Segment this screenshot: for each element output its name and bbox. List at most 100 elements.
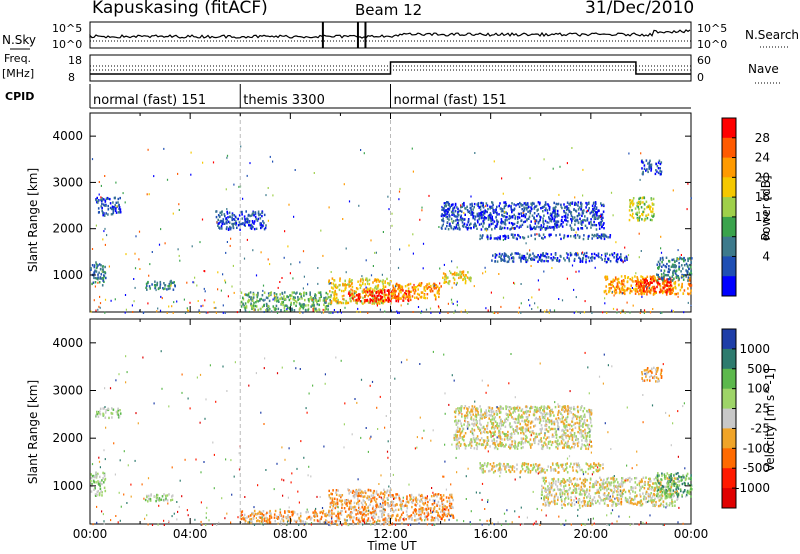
velocity-cell [344,499,346,502]
power-cell [681,275,683,278]
velocity-cell [361,511,364,514]
power-cell [657,281,660,284]
power-cell [286,309,288,312]
power-cell [378,291,380,294]
velocity-cell [268,518,271,521]
velocity-cell [253,514,255,518]
velocity-cell [419,510,422,513]
power-cell [531,227,533,231]
power-cell [643,312,645,314]
power-cell [225,217,227,220]
velocity-cell [116,412,119,416]
power-cell [94,269,97,273]
noise-trace [89,22,691,48]
power-cell [398,289,401,293]
velocity-cell [331,501,333,505]
power-cell [579,259,582,263]
power-cell [682,278,685,281]
power-cell [246,174,248,177]
power-cell [501,214,504,217]
power-cell [449,270,451,273]
power-cell [333,291,335,294]
velocity-cell [103,473,106,477]
velocity-cell [96,493,98,497]
power-cell [591,204,594,207]
power-cell [447,207,450,211]
power-cell [199,312,201,314]
velocity-cell [418,513,420,517]
velocity-cell [506,405,509,409]
power-cell [677,258,679,260]
power-cell [568,258,570,261]
power-cell [314,310,317,313]
velocity-cell [413,509,416,512]
power-cell [587,237,589,240]
power-cell [645,285,647,288]
velocity-cell [338,494,341,497]
velocity-cell [350,516,353,519]
power-cell [525,206,527,209]
power-cell [438,295,440,299]
power-cell [95,224,97,227]
power-cell [345,286,347,289]
velocity-cell [281,517,283,521]
power-cell [307,308,309,312]
power-cell [609,236,611,239]
power-cell [283,295,285,298]
velocity-cell [357,498,359,501]
power-cell [482,225,484,228]
power-cell [522,212,524,214]
power-cell [582,194,584,197]
velocity-cell [90,490,93,493]
power-cell [543,270,545,273]
power-cell [594,216,597,219]
power-cell [655,279,658,283]
power-cell [528,256,530,259]
power-cell [350,296,353,300]
power-cell [643,277,645,281]
velocity-cell [329,510,331,513]
velocity-cell [362,499,365,502]
power-cell [683,289,686,292]
velocity-cell [579,408,582,411]
velocity-cell [391,500,394,503]
power-cell [652,285,654,289]
power-cell [566,216,569,219]
power-cell [319,297,321,300]
power-cell [105,197,108,201]
power-cell [102,203,105,206]
power-cell [254,308,256,311]
velocity-cell [331,492,333,496]
velocity-cell [330,516,333,519]
velocity-cell [455,421,458,424]
power-cell [388,283,391,287]
power-cell [575,252,577,256]
velocity-cell [421,509,424,512]
power-cell [164,287,166,290]
power-cell [595,213,597,216]
power-cell [525,242,527,245]
power-cell [199,241,201,244]
power-cell [530,206,532,209]
power-cell [338,288,341,292]
power-cell [624,276,626,280]
velocity-cell [274,509,277,513]
velocity-cell [382,501,384,505]
power-cell [466,228,469,231]
velocity-cell [516,405,519,408]
power-cell [375,297,378,300]
power-cell [101,202,103,206]
velocity-cell [563,444,566,447]
velocity-cell [354,495,356,498]
power-cell [274,308,276,311]
power-cell [598,255,600,259]
power-cell [681,285,683,289]
power-cell [636,276,638,279]
power-cell [486,204,489,207]
power-cell [649,311,652,314]
power-cell [679,256,681,259]
power-cell [453,206,456,209]
power-cell [519,224,522,228]
velocity-cell [420,498,423,501]
power-cell [460,204,462,207]
